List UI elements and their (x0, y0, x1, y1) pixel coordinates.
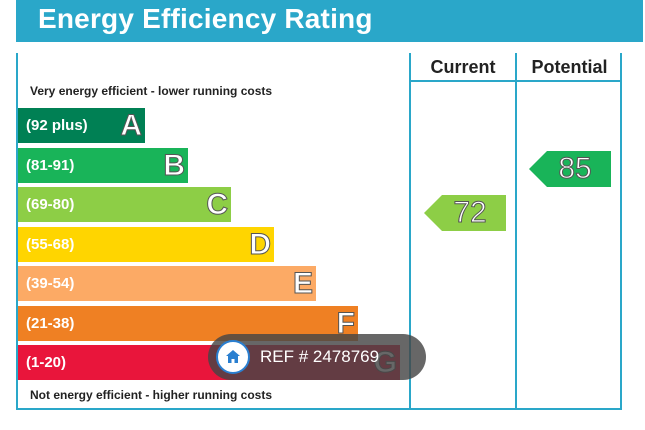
chart-frame (16, 53, 622, 410)
band-c: (69-80) C (18, 187, 231, 222)
band-letter: A (120, 109, 143, 143)
header-divider (409, 80, 622, 82)
reference-badge: REF # 2478769 (208, 334, 426, 380)
current-rating-arrow: 72 (424, 195, 506, 231)
potential-rating-arrow: 85 (529, 151, 611, 187)
band-b: (81-91) B (18, 147, 188, 183)
band-range: (69-80) (26, 196, 75, 213)
band-letter: D (249, 227, 272, 261)
band-letter: B (163, 148, 186, 182)
band-range: (1-20) (26, 354, 67, 371)
column-divider (515, 53, 517, 410)
band-letter: E (292, 267, 313, 301)
band-range: (55-68) (26, 235, 75, 253)
reference-number: REF # 2478769 (260, 347, 380, 366)
band-e: (39-54) E (18, 266, 316, 301)
arrow-shape (424, 195, 506, 231)
band-a: (92 plus) A (18, 108, 145, 143)
band-range: (92 plus) (26, 117, 88, 134)
column-header-current: Current (430, 57, 496, 77)
page-title: Energy Efficiency Rating (38, 3, 373, 34)
band-letter: C (206, 188, 229, 222)
band-range: (21-38) (26, 314, 75, 332)
caption-efficient: Very energy efficient - lower running co… (30, 84, 273, 98)
rating-value: 72 (453, 196, 487, 230)
column-divider (409, 53, 411, 410)
band-letter: F (336, 306, 355, 340)
home-icon (216, 340, 250, 374)
arrow-shape (529, 151, 611, 187)
band-range: (39-54) (26, 275, 75, 292)
band-range: (81-91) (26, 156, 75, 174)
title-bar: Energy Efficiency Rating (16, 0, 643, 42)
caption-inefficient: Not energy efficient - higher running co… (30, 388, 273, 402)
rating-value: 85 (558, 152, 592, 186)
column-header-potential: Potential (531, 57, 608, 77)
band-d: (55-68) D (18, 226, 274, 262)
